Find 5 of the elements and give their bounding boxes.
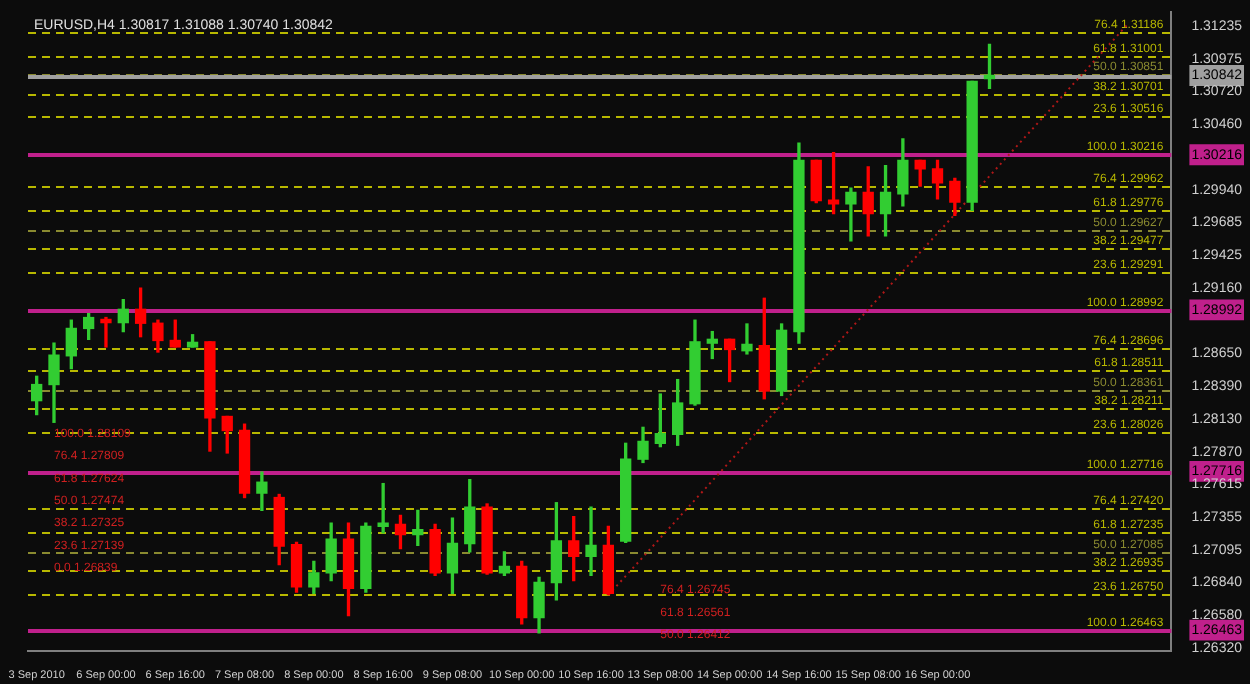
candlestick <box>585 506 597 577</box>
candlestick <box>741 323 753 355</box>
candlestick <box>845 187 857 242</box>
candlestick <box>377 482 389 534</box>
candlestick <box>100 316 112 348</box>
